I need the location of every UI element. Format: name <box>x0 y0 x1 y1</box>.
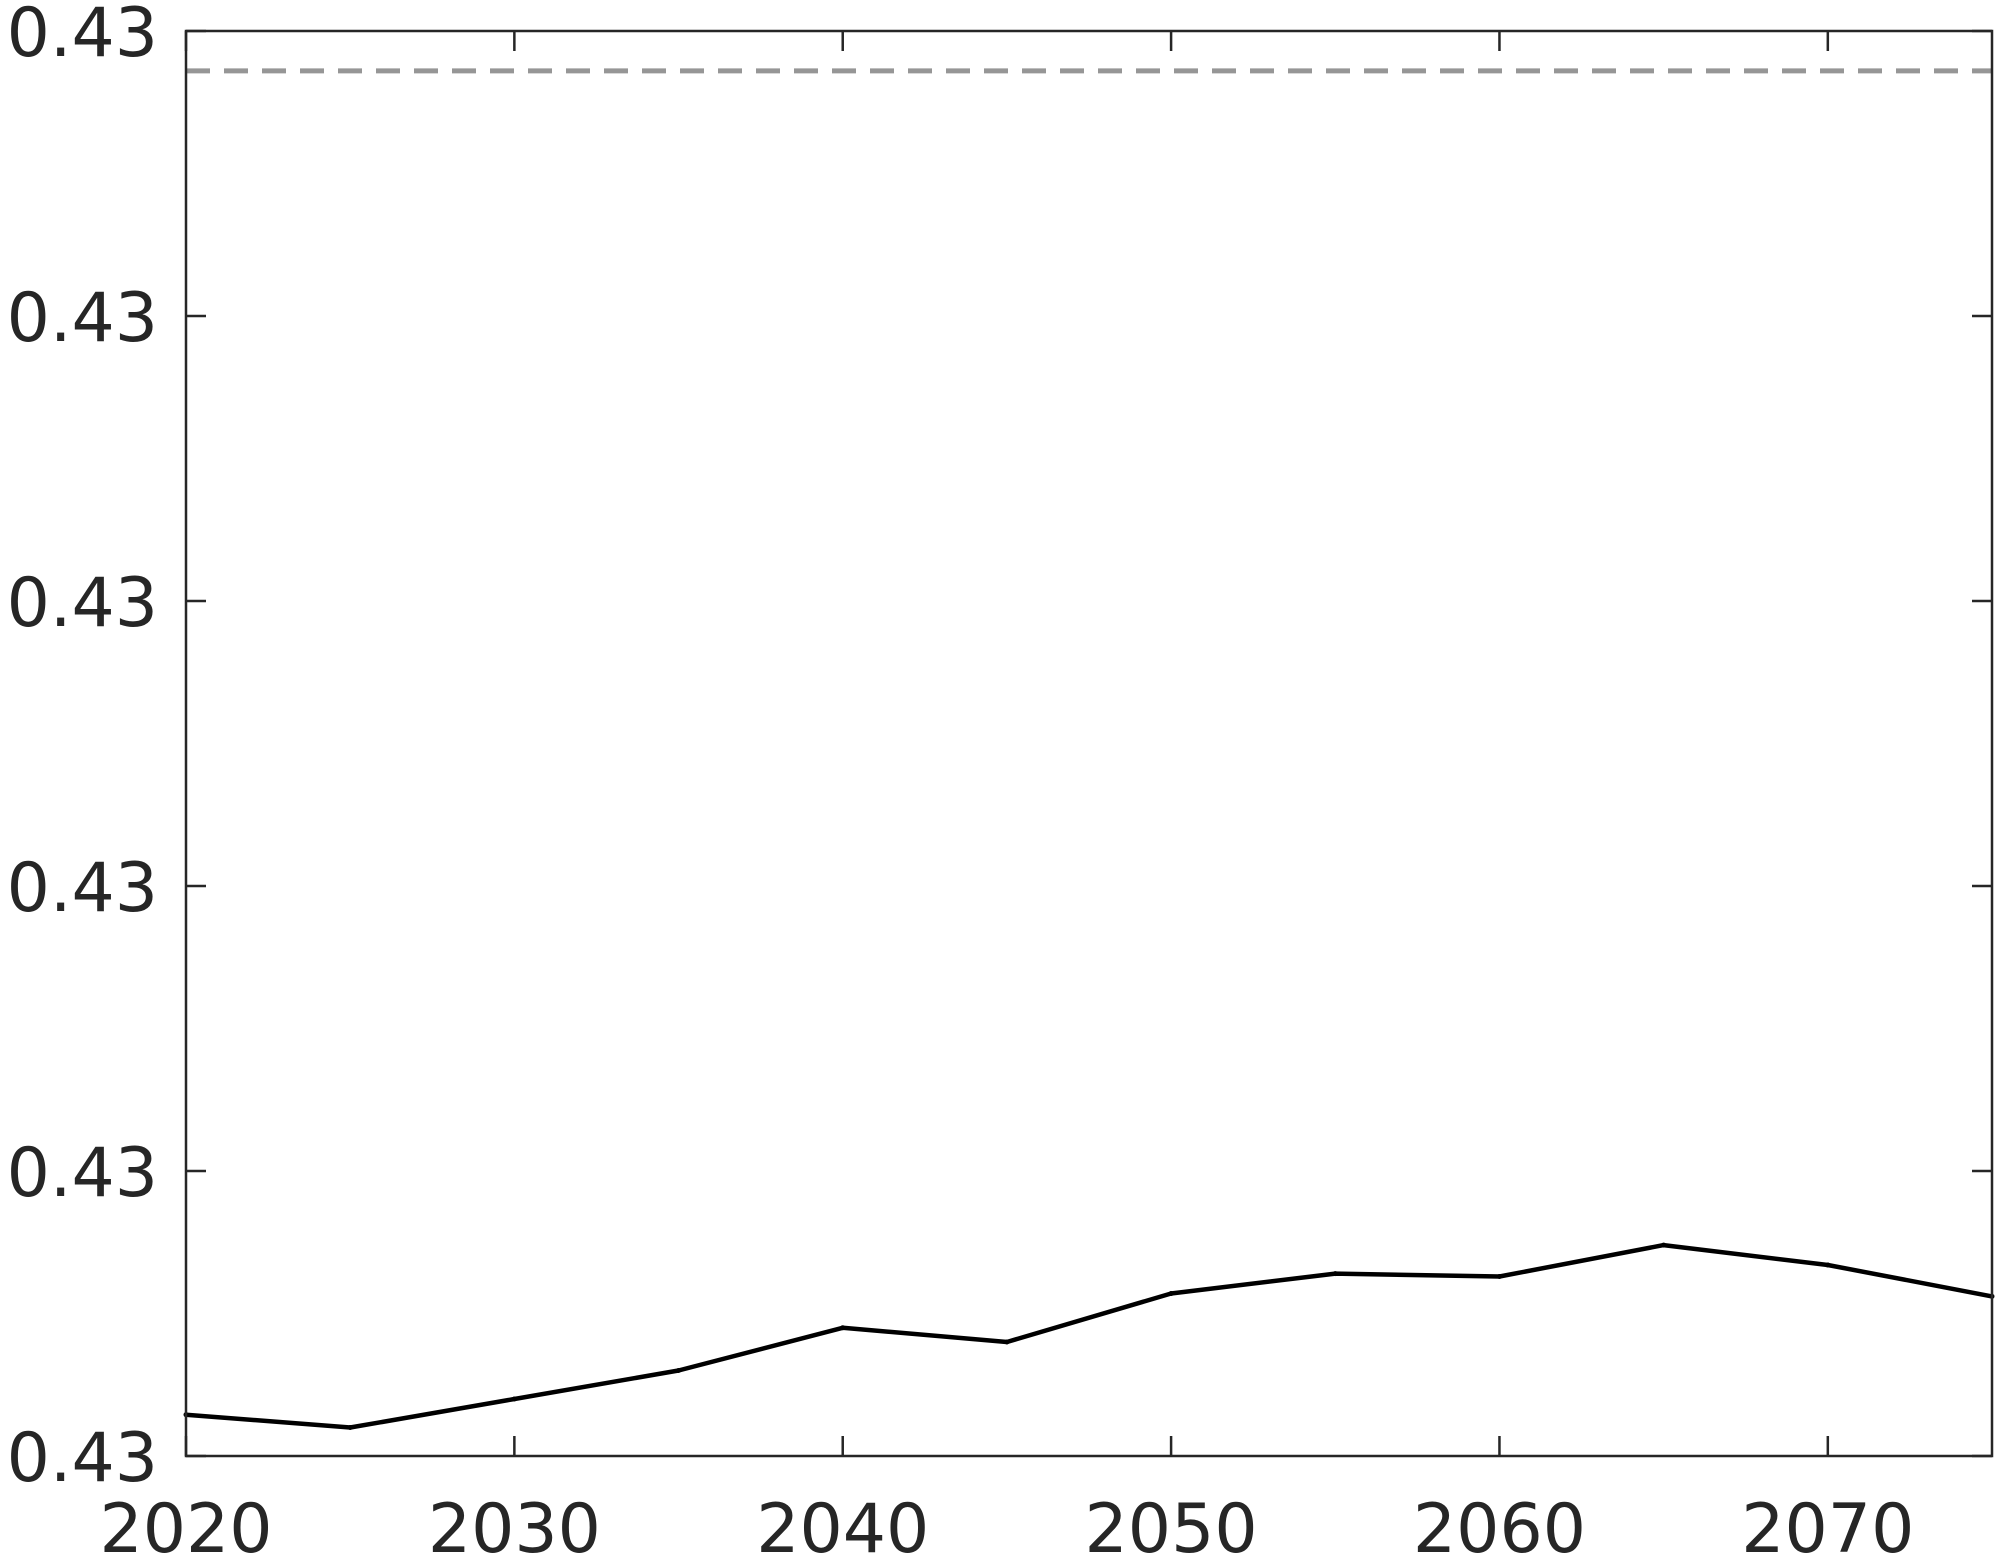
x-tick-label: 2040 <box>756 1490 929 1554</box>
series-point <box>1496 1273 1502 1279</box>
series-point <box>840 1325 846 1331</box>
y-tick-label: 0.43 <box>7 279 158 358</box>
y-tick-label: 0.43 <box>7 0 158 73</box>
y-tick-label: 0.43 <box>7 1134 158 1213</box>
x-tick-label: 2060 <box>1413 1490 1586 1554</box>
plot-area <box>186 31 1992 1456</box>
series-point <box>676 1368 682 1373</box>
x-tick-label: 2020 <box>99 1490 272 1554</box>
series-point <box>1661 1242 1667 1248</box>
y-tick-label: 0.43 <box>7 564 158 643</box>
x-tick-label: 2030 <box>428 1490 601 1554</box>
axes-frame <box>184 29 1994 1458</box>
series-line <box>185 1242 1993 1430</box>
series-point <box>511 1396 517 1402</box>
series-point <box>347 1425 353 1430</box>
series-point <box>1332 1271 1338 1277</box>
series-point <box>1168 1291 1174 1297</box>
x-tick-label: 2050 <box>1085 1490 1258 1554</box>
x-tick-label: 2070 <box>1741 1490 1914 1554</box>
series-point <box>1004 1339 1010 1345</box>
y-tick-label: 0.43 <box>7 1419 158 1498</box>
series-point <box>1825 1262 1831 1268</box>
y-tick-label: 0.43 <box>7 849 158 928</box>
